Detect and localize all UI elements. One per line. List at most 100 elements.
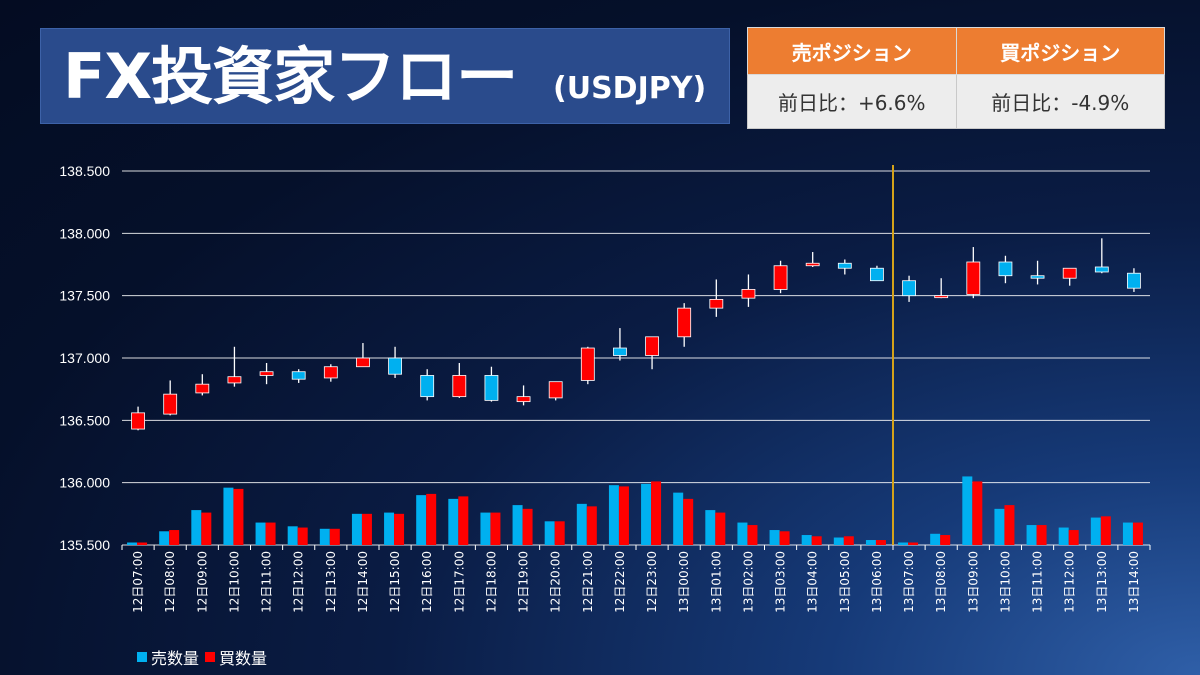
- sell-position-header: 売ポジション: [747, 27, 957, 75]
- y-tick-label: 137.000: [59, 350, 110, 366]
- candle-body: [837, 262, 852, 269]
- position-table: 売ポジション 買ポジション 前日比：+6.6% 前日比：-4.9%: [747, 27, 1165, 129]
- x-tick-label: 12日07:00: [131, 551, 145, 613]
- sell-volume-bar: [544, 521, 555, 545]
- sell-volume-bar: [930, 533, 941, 545]
- buy-swatch: [205, 652, 216, 662]
- buy-volume-bar: [1068, 530, 1079, 545]
- x-tick-label: 13日14:00: [1127, 551, 1141, 613]
- legend-label-buy: 買数量: [219, 649, 268, 668]
- candle-body: [934, 295, 949, 299]
- x-axis-labels: 12日07:00 12日08:00 12日09:00 12日10:00 12日11:00…: [131, 551, 1141, 613]
- candle-body: [356, 357, 370, 368]
- candle-body: [259, 371, 274, 376]
- candle-body: [580, 347, 595, 381]
- y-tick-label: 138.500: [59, 163, 110, 179]
- buy-volume-bar: [908, 542, 919, 545]
- candle-body: [1030, 275, 1045, 279]
- sell-volume-bar: [191, 510, 202, 545]
- x-tick-label: 13日05:00: [838, 551, 852, 613]
- sell-volume-bar: [448, 498, 459, 545]
- x-tick-label: 13日10:00: [998, 551, 1012, 613]
- candle-body: [388, 357, 402, 375]
- sell-volume-bar: [1090, 517, 1101, 545]
- x-tick-label: 13日04:00: [806, 551, 820, 613]
- sell-volume-bar: [1058, 527, 1069, 545]
- buy-volume-bar: [361, 513, 372, 545]
- sell-volume-bar: [962, 476, 973, 545]
- x-tick-label: 12日09:00: [195, 551, 209, 613]
- sell-volume-bar: [351, 513, 362, 545]
- y-tick-label: 135.500: [59, 537, 110, 553]
- sell-volume-bar: [127, 542, 138, 545]
- candle-body: [966, 261, 981, 295]
- x-tick-label: 13日12:00: [1063, 551, 1077, 613]
- sell-volume-bar: [1122, 522, 1133, 545]
- x-tick-label: 12日15:00: [388, 551, 402, 613]
- grid-layer: 135.500 136.000 136.500 137.000 137.500 138.0…: [59, 163, 1151, 553]
- candle-body: [323, 366, 338, 379]
- sell-volume-bar: [159, 531, 170, 545]
- x-tick-label: 12日10:00: [227, 551, 241, 613]
- sell-volume-bar: [223, 487, 234, 545]
- buy-volume-bar: [426, 493, 437, 545]
- candle-body: [131, 412, 145, 430]
- y-tick-label: 138.000: [59, 225, 110, 241]
- x-tick-label: 12日17:00: [452, 551, 466, 613]
- sell-volume-bar: [1026, 525, 1037, 545]
- x-tick-label: 13日07:00: [902, 551, 916, 613]
- candle-body: [516, 396, 531, 403]
- buy-volume-bar: [843, 536, 854, 545]
- sell-volume-bar: [898, 542, 909, 545]
- sell-volume-bar: [801, 535, 812, 545]
- y-tick-label: 137.500: [59, 288, 110, 304]
- candle-body: [613, 347, 627, 356]
- x-tick-label: 13日08:00: [934, 551, 948, 613]
- candle-body: [484, 375, 499, 401]
- buy-volume-bar: [972, 481, 983, 545]
- buy-volume-bar: [329, 528, 340, 545]
- candle-body: [773, 265, 788, 290]
- x-tick-label: 13日06:00: [870, 551, 884, 613]
- candle-body: [548, 381, 563, 399]
- buy-volume-bar: [233, 488, 244, 545]
- x-tick-label: 13日03:00: [774, 551, 788, 613]
- x-tick-label: 12日08:00: [163, 551, 177, 613]
- volume-layer: [127, 476, 1143, 545]
- candle-body: [998, 261, 1013, 277]
- legend-label-sell: 売数量: [151, 649, 200, 668]
- page-subtitle: (USDJPY): [553, 71, 707, 106]
- sell-swatch: [137, 652, 147, 662]
- buy-volume-bar: [522, 508, 533, 545]
- x-tick-label: 12日16:00: [420, 551, 434, 613]
- x-tick-label: 12日23:00: [645, 551, 659, 613]
- sell-volume-bar: [994, 508, 1005, 545]
- buy-volume-bar: [875, 540, 886, 545]
- buy-volume-bar: [265, 522, 276, 545]
- buy-volume-bar: [1100, 516, 1111, 545]
- x-tick-label: 12日21:00: [581, 551, 595, 613]
- buy-volume-bar: [651, 481, 662, 545]
- sell-volume-bar: [416, 495, 427, 545]
- buy-volume-bar: [586, 506, 597, 545]
- candle-body: [227, 376, 242, 384]
- buy-volume-bar: [811, 536, 822, 545]
- buy-volume-bar: [458, 496, 469, 545]
- candle-body: [163, 393, 178, 415]
- sell-volume-bar: [769, 530, 780, 545]
- candle-body: [870, 267, 884, 282]
- buy-volume-bar: [297, 527, 308, 545]
- sell-volume-bar: [319, 528, 330, 545]
- sell-volume-bar: [480, 512, 491, 545]
- buy-volume-bar: [394, 513, 405, 545]
- x-tick-label: 13日01:00: [709, 551, 723, 613]
- buy-volume-bar: [683, 498, 694, 545]
- y-tick-label: 136.000: [59, 475, 110, 491]
- buy-volume-bar: [1036, 525, 1047, 545]
- candle-body: [805, 262, 820, 267]
- sell-volume-bar: [673, 492, 684, 545]
- candle-body: [1094, 266, 1109, 273]
- x-tick-label: 12日11:00: [260, 551, 274, 613]
- sell-volume-bar: [865, 540, 876, 545]
- x-tick-label: 12日22:00: [613, 551, 627, 613]
